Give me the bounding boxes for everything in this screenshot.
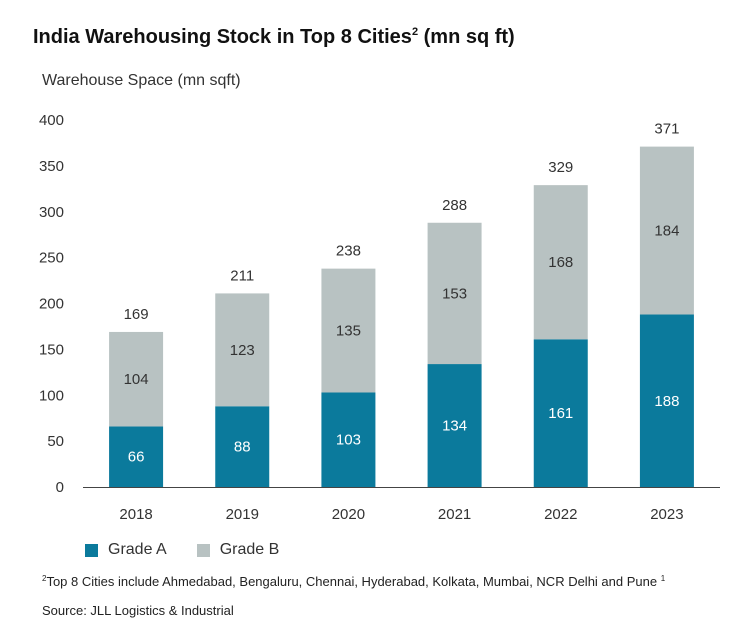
legend-label-grade-b: Grade B [219, 541, 280, 558]
bar-grade-b [321, 268, 376, 393]
y-axis-label: Warehouse Space (mn sqft) [42, 72, 241, 89]
source-note: Source: JLL Logistics & Industrial [42, 603, 234, 618]
footnote: 2Top 8 Cities include Ahmedabad, Bengalu… [42, 574, 666, 589]
data-label-grade-a: 134 [442, 418, 467, 435]
bar-grade-a [639, 314, 694, 487]
x-tick-label: 2023 [650, 506, 683, 523]
data-label-grade-a: 188 [654, 393, 679, 410]
y-tick-label: 350 [39, 158, 64, 175]
data-label-grade-a: 88 [234, 439, 251, 456]
bar-grade-a [215, 406, 270, 487]
data-label-total: 238 [336, 243, 361, 260]
data-label-total: 371 [654, 121, 679, 138]
bar-chart: 0 50 100 150 200 250 300 350 400 66 104 169 2018 88 12… [39, 112, 720, 523]
bar-grade-a [321, 392, 376, 487]
data-label-grade-b: 168 [548, 254, 573, 271]
data-label-total: 169 [124, 306, 149, 323]
data-label-total: 329 [548, 159, 573, 176]
x-tick-label: 2022 [544, 506, 577, 523]
legend-swatch-grade-b [196, 543, 210, 557]
data-label-grade-a: 103 [336, 432, 361, 449]
data-label-grade-b: 104 [124, 371, 149, 388]
data-label-grade-b: 184 [654, 223, 679, 240]
data-label-grade-b: 135 [336, 323, 361, 340]
y-tick-label: 400 [39, 112, 64, 129]
y-tick-label: 200 [39, 296, 64, 313]
y-tick-label: 150 [39, 341, 64, 358]
legend: Grade A Grade B [85, 541, 309, 559]
x-tick-label: 2019 [226, 506, 259, 523]
legend-item-grade-b: Grade B [196, 541, 280, 559]
legend-label-grade-a: Grade A [108, 541, 167, 558]
bar-grade-b [109, 331, 164, 427]
data-label-grade-a: 161 [548, 405, 573, 422]
data-label-total: 211 [230, 267, 254, 284]
data-label-total: 288 [442, 197, 467, 214]
data-label-grade-b: 153 [442, 285, 467, 302]
x-tick-label: 2021 [438, 506, 471, 523]
data-label-grade-b: 123 [230, 342, 255, 359]
x-tick-label: 2018 [119, 506, 152, 523]
y-tick-label: 300 [39, 204, 64, 221]
bar-grade-b [639, 146, 694, 315]
bar-grade-a [109, 426, 164, 487]
bar-grade-a [427, 364, 482, 487]
y-tick-label: 100 [39, 387, 64, 404]
bar-grade-b [215, 293, 270, 407]
chart-title: India Warehousing Stock in Top 8 Cities2… [33, 26, 515, 48]
y-tick-label: 0 [56, 479, 64, 496]
bar-grade-b [533, 185, 588, 340]
y-tick-label: 250 [39, 250, 64, 267]
data-label-grade-a: 66 [128, 449, 145, 466]
legend-swatch-grade-a [85, 543, 98, 557]
bar-grade-a [533, 339, 588, 487]
bar-grade-b [427, 222, 482, 365]
legend-item-grade-a: Grade A [85, 541, 167, 559]
y-tick-label: 50 [47, 433, 64, 450]
x-tick-label: 2020 [332, 506, 365, 523]
